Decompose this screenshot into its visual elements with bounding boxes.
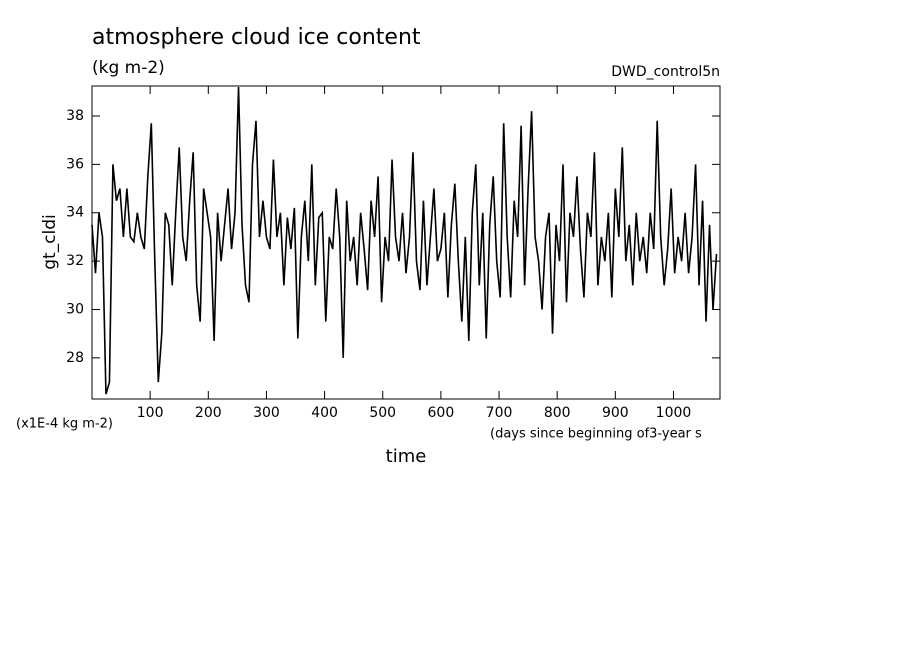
x-tick-label: 900 — [602, 405, 629, 421]
y-tick-label: 34 — [66, 205, 84, 221]
x-tick-label: 700 — [486, 405, 513, 421]
x-tick-label: 200 — [195, 405, 222, 421]
x-tick-label: 400 — [311, 405, 338, 421]
subtitle: (kg m-2) — [92, 58, 165, 78]
dataset-label: DWD_control5n — [611, 64, 720, 80]
x-tick-label: 800 — [544, 405, 571, 421]
x-tick-label: 1000 — [656, 405, 692, 421]
y-tick-label: 28 — [66, 350, 84, 366]
x-tick-label: 100 — [137, 405, 164, 421]
y-axis-label: gt_cldi — [40, 214, 60, 270]
x-axis-label: time — [386, 446, 427, 467]
x-tick-label: 600 — [428, 405, 455, 421]
x-tick-label: 500 — [369, 405, 396, 421]
y-tick-label: 38 — [66, 108, 84, 124]
plot-frame — [91, 85, 721, 400]
chart-title: atmosphere cloud ice content — [92, 25, 421, 50]
y-units: (x1E-4 kg m-2) — [16, 417, 113, 432]
x-units: (days since beginning of3-year s — [490, 427, 702, 442]
x-tick-label: 300 — [253, 405, 280, 421]
y-tick-label: 32 — [66, 253, 84, 269]
y-tick-label: 30 — [66, 302, 84, 318]
y-tick-label: 36 — [66, 156, 84, 172]
data-line — [91, 86, 718, 395]
